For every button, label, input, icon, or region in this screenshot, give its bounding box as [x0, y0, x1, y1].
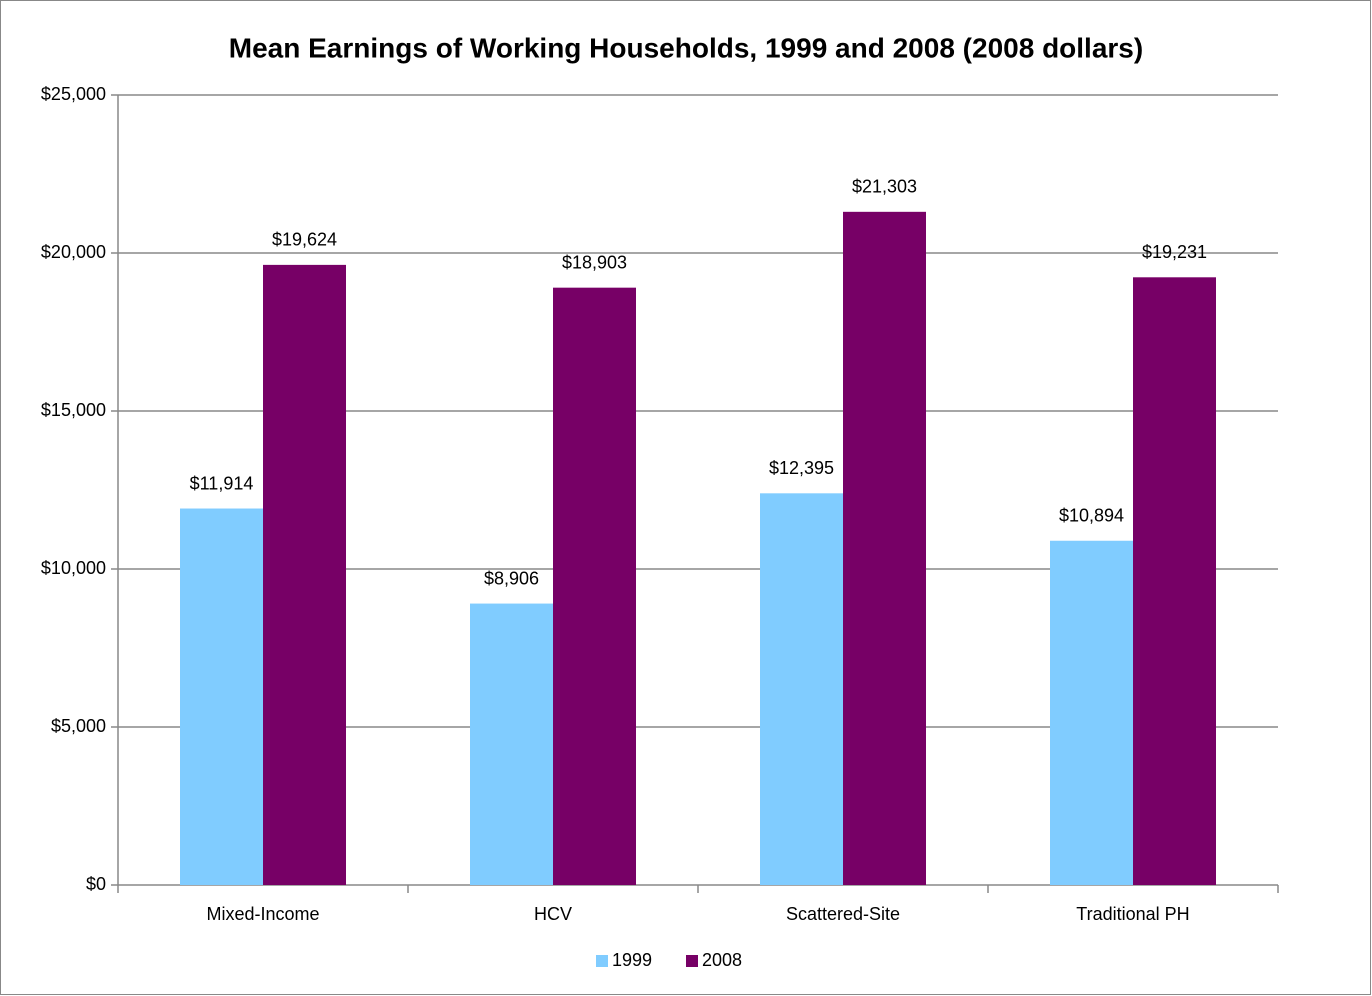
chart-title: Mean Earnings of Working Households, 199…: [229, 32, 1143, 63]
y-tick-label: $15,000: [41, 400, 106, 420]
bar: [553, 287, 636, 886]
x-tick-label: Traditional PH: [1076, 904, 1189, 924]
legend-label: 1999: [612, 950, 652, 970]
bar: [843, 211, 926, 885]
legend-swatch: [596, 955, 608, 967]
bar: [470, 603, 553, 885]
value-label: $8,906: [484, 568, 539, 588]
bar: [180, 508, 263, 885]
legend-swatch: [686, 955, 698, 967]
value-label: $10,894: [1059, 505, 1124, 525]
bar: [760, 493, 843, 885]
value-label: $19,624: [272, 230, 337, 250]
x-tick-label: Mixed-Income: [206, 904, 319, 924]
x-tick-label: Scattered-Site: [786, 904, 900, 924]
value-label: $18,903: [562, 252, 627, 272]
value-label: $12,395: [769, 458, 834, 478]
x-tick-label: HCV: [534, 904, 572, 924]
value-label: $11,914: [190, 473, 254, 493]
value-label: $21,303: [852, 177, 917, 197]
y-tick-label: $25,000: [41, 84, 106, 104]
y-tick-label: $0: [86, 874, 106, 894]
legend-label: 2008: [702, 950, 742, 970]
bar: [1133, 277, 1216, 885]
bar: [1050, 540, 1133, 885]
y-tick-label: $20,000: [41, 242, 106, 262]
bar: [263, 264, 346, 885]
y-tick-label: $5,000: [51, 716, 106, 736]
value-label: $19,231: [1142, 242, 1207, 262]
y-tick-label: $10,000: [41, 558, 106, 578]
